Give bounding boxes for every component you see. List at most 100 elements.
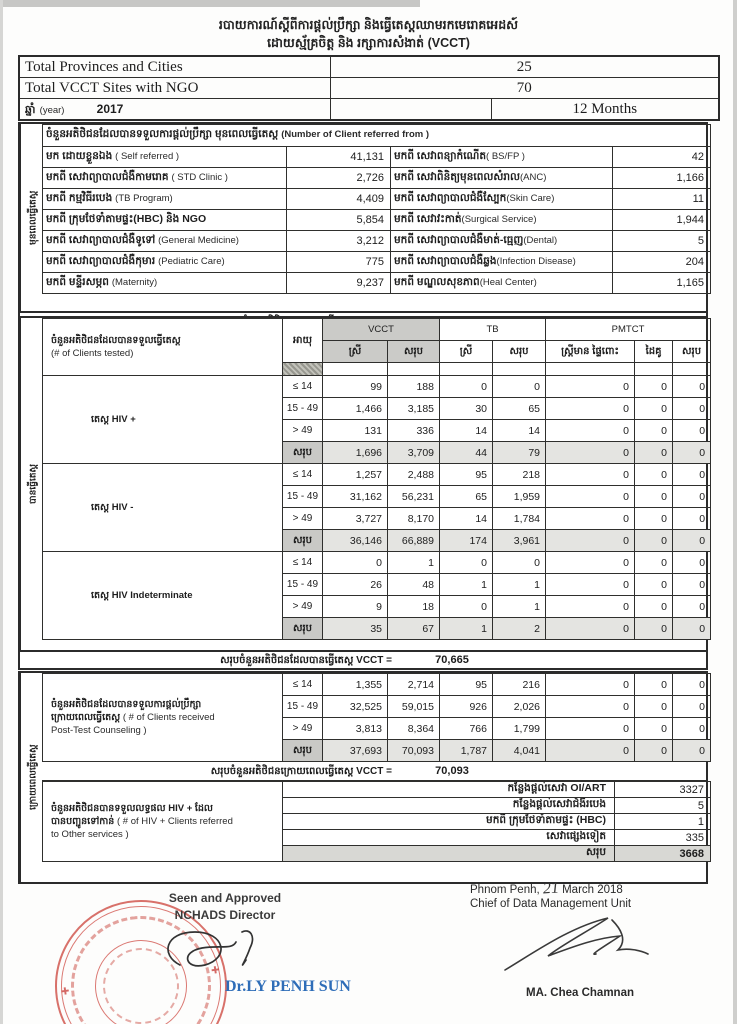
referred-right-count: 5 [611, 230, 712, 252]
referred-out-count: 335 [614, 829, 711, 846]
referred-right-count: 11 [611, 188, 712, 210]
tested-count-cell: 0 [545, 441, 636, 464]
post-test-count-cell: 0 [545, 695, 635, 718]
referred-right-label: មកពី សេវាពិនិត្យមុនពេលសំរាល(ANC) [390, 167, 613, 189]
referred-out-row: សរុប 3668 [43, 845, 711, 862]
post-test-count-cell: 0 [634, 695, 673, 718]
post-test-total-label: សរុបចំនួនអតិថិជនក្រោយពេលធ្វើតេស្ដ VCCT = [210, 765, 392, 777]
signature-title: Chief of Data Management Unit [470, 898, 632, 910]
referred-right-label: មកពី សេវាវះកាត់(Surgical Service) [390, 209, 613, 231]
tested-count-cell: 0 [672, 617, 712, 640]
right-signature-block: Phnom Penh, 21 March 2018 Chief of Data … [470, 879, 720, 999]
referred-left-count: 2,726 [286, 167, 391, 189]
post-test-label: ចំនួនអតិថិជនដែលបានទទួលការផ្ដល់ប្រឹក្សា ក… [42, 673, 283, 762]
post-test-count-cell: 4,041 [492, 739, 546, 762]
post-test-count-cell: 8,364 [387, 717, 440, 740]
tested-total-label: សរុបចំនួនអតិថិជនដែលបានធ្វើតេស្ដ VCCT = [220, 654, 392, 666]
post-test-count-cell: 37,693 [322, 739, 388, 762]
test-result-label: តេស្ដ HIV + [42, 375, 283, 464]
post-test-data-row: > 49 3,813 8,364 766 1,799 0 0 0 [43, 717, 711, 740]
tested-count-cell: 0 [545, 397, 636, 420]
age-group-cell: 15 - 49 [282, 695, 323, 718]
year-value: 2017 [96, 101, 124, 116]
referred-header-km: ចំនួនអតិថិជនដែលបានទទួលការផ្ដល់ប្រឹក្សា ម… [46, 128, 279, 140]
referred-out-count: 3327 [614, 781, 711, 798]
post-test-data-row: ចំនួនអតិថិជនដែលបានទទួលការផ្ដល់ប្រឹក្សា ក… [42, 673, 711, 762]
referred-left-count: 3,212 [286, 230, 391, 252]
referred-row: មកពី សេវាព្យាបាលជំងឺទូទៅ (General Medici… [42, 230, 712, 252]
seen-approved-text: Seen and Approved [168, 891, 282, 905]
tested-count-cell: 1,959 [491, 485, 547, 508]
referred-row: មកពី ក្រុមថែទាំតាមផ្ទះ(HBC) និង NGO 5,85… [42, 209, 712, 231]
tested-count-cell: 0 [672, 529, 712, 552]
summary-provinces-label: Total Provinces and Cities [18, 55, 331, 78]
tested-count-cell: 0 [672, 573, 712, 596]
group-header-vcct: VCCT [322, 318, 440, 341]
referred-left-label: មកពី សេវាព្យាបាលជំងឺកុមារ (Pediatric Car… [42, 251, 287, 273]
referred-header-en: (Number of Client referred from ) [281, 129, 430, 140]
chief-signature [504, 917, 649, 971]
post-test-count-cell: 2,026 [492, 695, 546, 718]
age-group-cell: > 49 [282, 507, 323, 530]
col-pmtct-pregnant: ស្ត្រីមាន ផ្ទៃពោះ [545, 340, 636, 363]
summary-table: Total Provinces and Cities 25 Total VCCT… [18, 55, 720, 121]
col-tb-female: ស្រី [439, 340, 493, 363]
post-test-count-cell: 1,355 [322, 673, 388, 696]
tested-count-cell: 14 [439, 419, 493, 442]
age-group-cell: សរុប [282, 617, 323, 640]
tested-count-cell: 0 [634, 463, 674, 486]
spacer-hatch-cell [282, 362, 323, 376]
tested-header-en: (# of Clients tested) [51, 348, 134, 359]
tested-count-cell: 0 [672, 485, 712, 508]
post-test-side-label: ក្រោយពេលធ្វើតេស្ដ [20, 673, 43, 882]
age-group-cell: > 49 [282, 419, 323, 442]
tested-count-cell: 0 [672, 463, 712, 486]
tested-total-value: 70,665 [435, 654, 469, 666]
age-group-cell: សរុប [282, 441, 323, 464]
tested-count-cell: 56,231 [387, 485, 440, 508]
signature-date: March 2018 [562, 884, 623, 896]
referred-left-count: 9,237 [286, 272, 391, 294]
referred-right-count: 1,166 [611, 167, 712, 189]
referred-row: មក ដោយខ្លួនឯង ( Self referred ) 41,131 ម… [42, 146, 712, 168]
tested-count-cell: 0 [634, 485, 674, 508]
age-group-cell: សរុប [282, 529, 323, 552]
nchads-director-text: NCHADS Director [174, 908, 276, 922]
tested-count-cell: 48 [387, 573, 440, 596]
tested-count-cell: 0 [545, 529, 636, 552]
tested-count-cell: 0 [634, 573, 674, 596]
referred-left-label: មកពី មន្ទីរសម្ភព (Maternity) [42, 272, 287, 294]
col-vcct-total: សរុប [387, 340, 440, 363]
referred-out-service: សរុប [282, 845, 615, 862]
referred-out-service: កន្លែងផ្ដល់សេវាជំងឺរបេង [282, 797, 615, 814]
referred-left-count: 4,409 [286, 188, 391, 210]
tested-count-cell: 0 [634, 397, 674, 420]
tested-count-cell: 0 [672, 441, 712, 464]
referred-right-count: 1,944 [611, 209, 712, 231]
summary-row-sites: Total VCCT Sites with NGO 70 [18, 77, 720, 99]
tested-data-row: សរុប 36,146 66,889 174 3,961 0 0 0 [43, 529, 712, 552]
post-test-table: ក្រោយពេលធ្វើតេស្ដ ចំនួនអតិថិជនដែលបានទទួល… [18, 671, 711, 884]
tested-header-km: ចំនួនអតិថិជនដែលបានទទួលធ្វើតេស្ដ [51, 335, 181, 346]
tested-count-cell: 3,961 [491, 529, 547, 552]
referred-row: មកពី កម្មវិធីរបេង (TB Program) 4,409 មកព… [42, 188, 712, 210]
tested-count-cell: 0 [545, 375, 636, 398]
post-test-count-cell: 0 [545, 673, 635, 696]
post-test-count-cell: 216 [492, 673, 546, 696]
tested-data-row: តេស្ដ HIV + ≤ 14 99 188 0 0 0 0 0 [42, 375, 712, 464]
summary-sites-label: Total VCCT Sites with NGO [18, 77, 331, 99]
tested-data-row: 15 - 49 26 48 1 1 0 0 0 [43, 573, 712, 596]
year-label-en: (year) [39, 104, 65, 116]
post-test-count-cell: 0 [634, 739, 673, 762]
referred-header-row: ចំនួនអតិថិជនដែលបានទទួលការផ្ដល់ប្រឹក្សា ម… [41, 124, 712, 147]
tested-data-row: តេស្ដ HIV Indeterminate ≤ 14 0 1 0 0 0 0 0 [42, 551, 712, 640]
post-test-count-cell: 0 [634, 717, 673, 740]
post-test-count-cell: 1,799 [492, 717, 546, 740]
referred-left-count: 41,131 [286, 146, 391, 168]
summary-sites-value: 70 [329, 77, 720, 99]
tested-data-row: តេស្ដ HIV - ≤ 14 1,257 2,488 95 218 0 0 0 [42, 463, 712, 552]
director-name: Dr.LY PENH SUN [225, 978, 351, 995]
tested-count-cell: 0 [545, 595, 636, 618]
post-test-count-cell: 0 [672, 695, 711, 718]
tested-count-cell: 0 [634, 375, 674, 398]
